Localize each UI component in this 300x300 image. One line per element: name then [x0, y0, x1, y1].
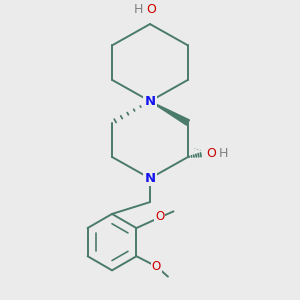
Polygon shape — [150, 101, 189, 125]
Text: O: O — [206, 147, 216, 160]
Text: O: O — [152, 260, 161, 273]
Text: N: N — [144, 172, 156, 185]
Text: O: O — [155, 210, 164, 224]
Text: O: O — [146, 3, 156, 16]
Text: ···: ··· — [191, 146, 202, 157]
Text: H: H — [134, 3, 143, 16]
Text: N: N — [144, 95, 156, 108]
Text: H: H — [219, 147, 229, 160]
